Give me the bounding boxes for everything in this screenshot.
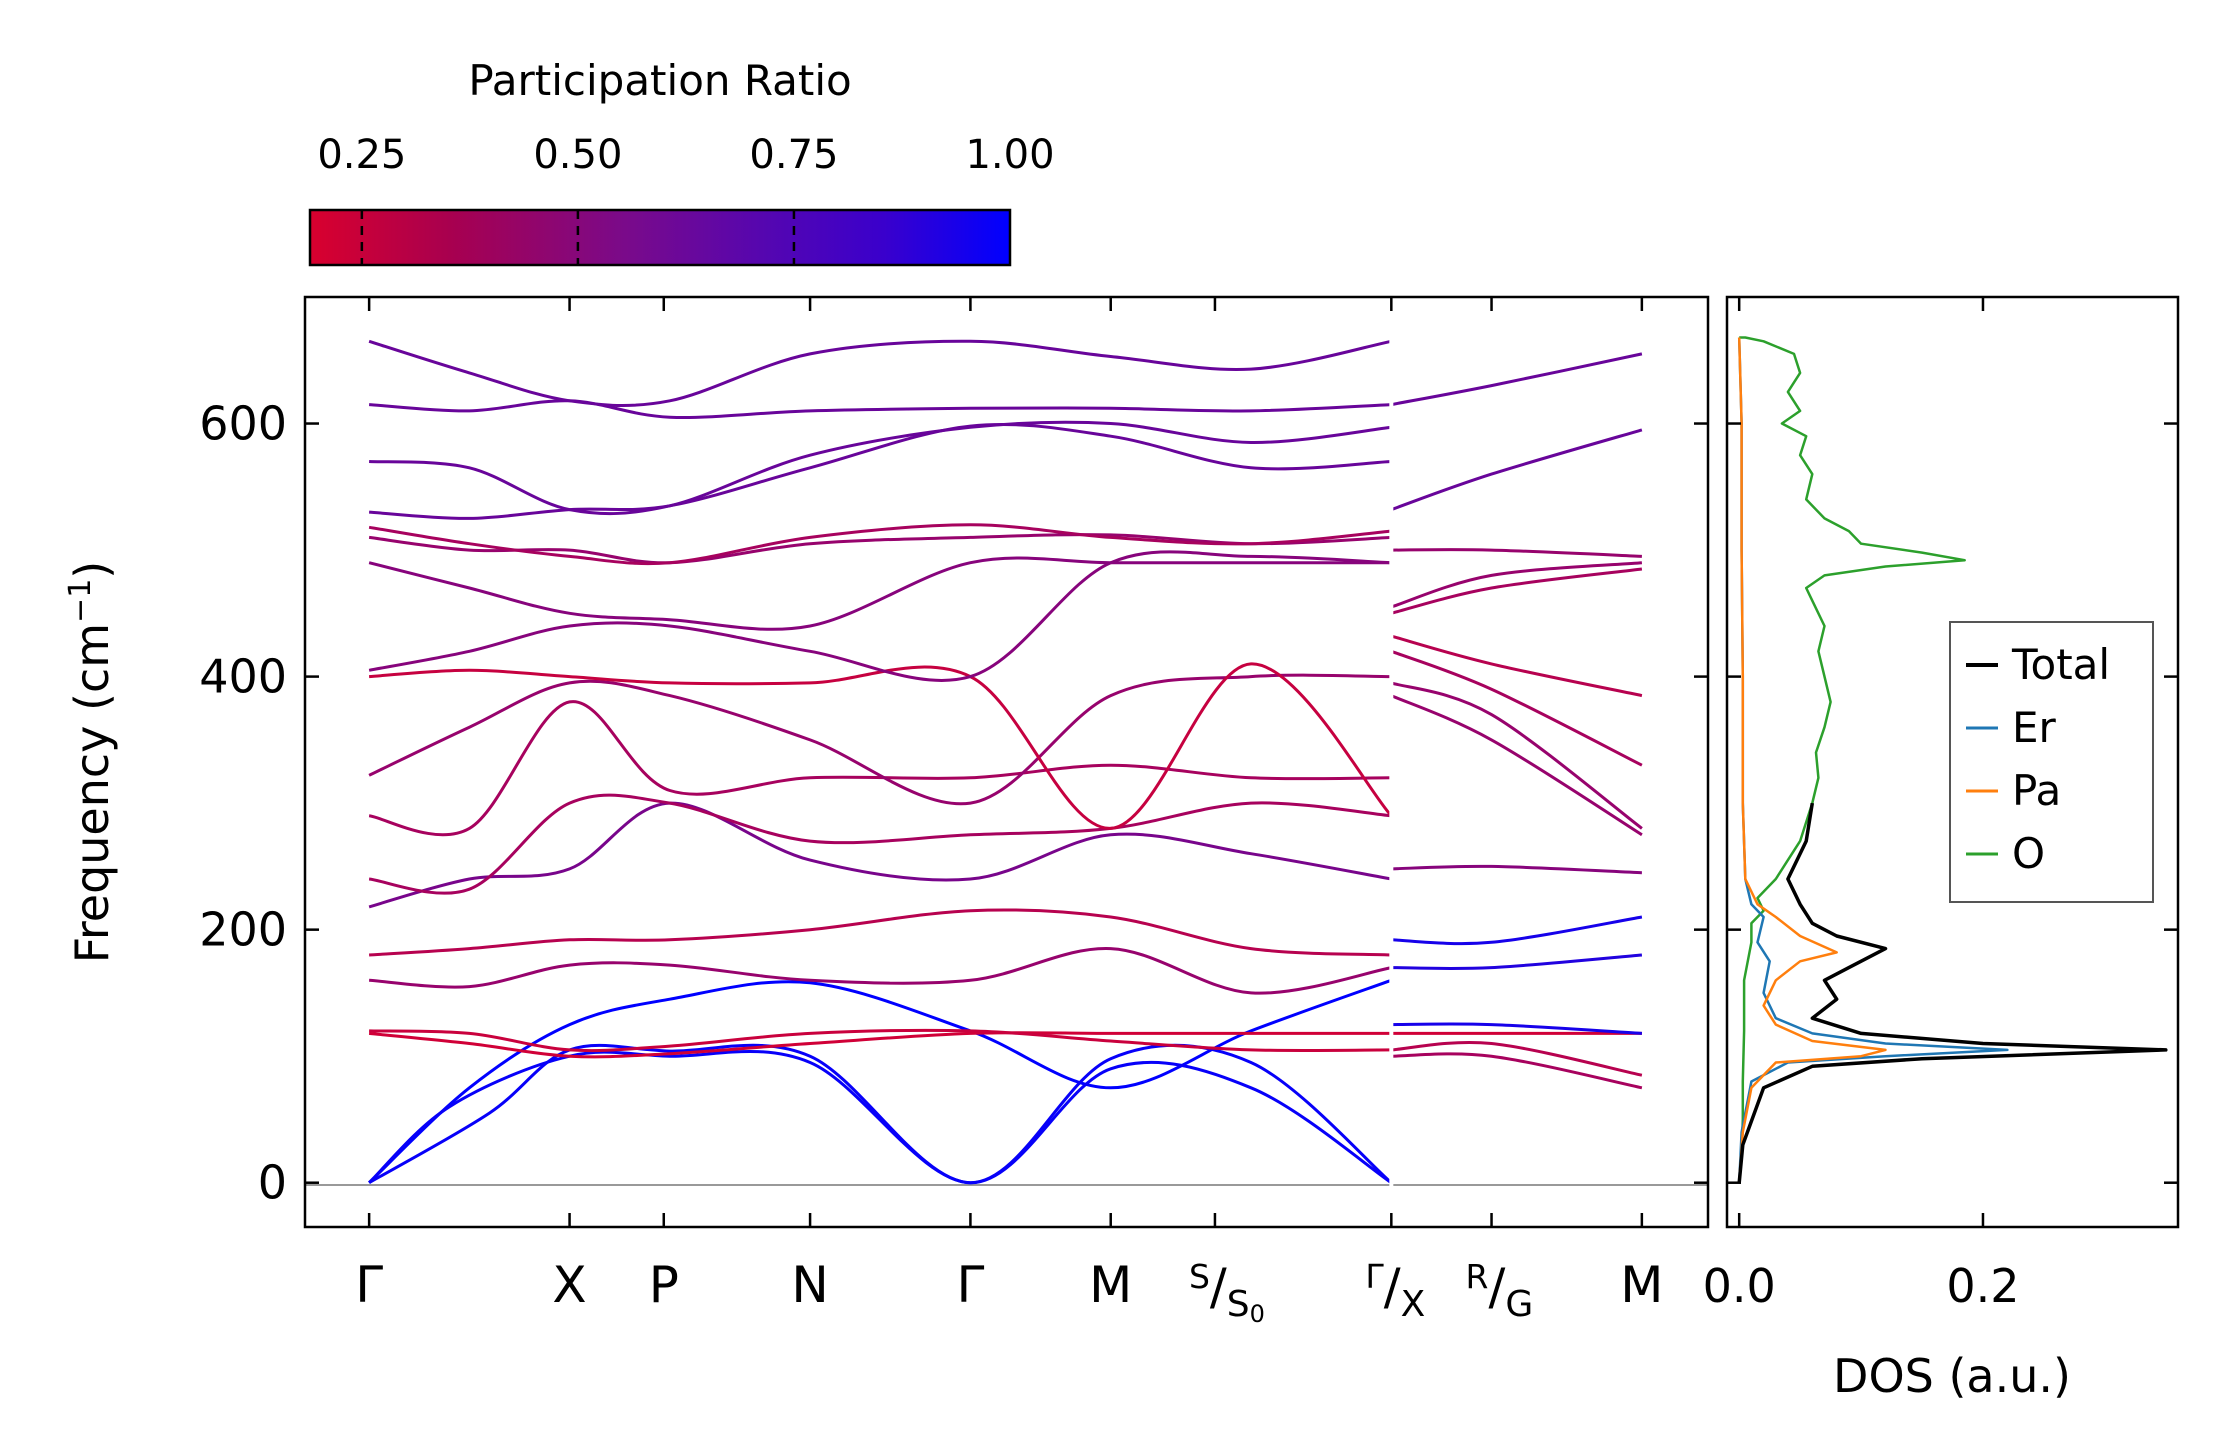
kpoint-label: R/G (1466, 1257, 1534, 1325)
phonon-band-line (1391, 915, 1643, 946)
phonon-band-line (368, 1049, 1393, 1185)
phonon-band-line (368, 793, 1392, 895)
band-panel: 0 200 400 600 Γ X P N Γ M S/S0 Γ/X R/G M Frequency (… (63, 295, 1710, 1328)
legend-label: Total (2011, 640, 2110, 689)
colorbar-tick-label: 0.50 (533, 132, 622, 178)
phonon-band-line (368, 673, 1392, 806)
dos-x-label: DOS (a.u.) (1833, 1349, 2071, 1403)
phonon-band-line (1390, 649, 1643, 767)
band-y-label: Frequency (cm−1) (63, 561, 119, 964)
kpoint-label: M (1620, 1256, 1663, 1314)
dos-series-total (1737, 802, 2168, 1183)
phonon-band-line (1391, 352, 1643, 407)
legend-label: Er (2012, 703, 2057, 752)
phonon-band-line (1391, 1022, 1642, 1035)
phonon-band-line (368, 801, 1392, 909)
phonon-band-line (368, 978, 1392, 1184)
phonon-band-line (369, 420, 1392, 516)
phonon-band-line (369, 662, 1393, 830)
colorbar-tick-label: 0.75 (749, 132, 838, 178)
band-kpoint-ticks: Γ X P N Γ M S/S0 Γ/X R/G M (355, 297, 1663, 1328)
colorbar-ticks: 0.25 0.50 0.75 1.00 (317, 132, 1055, 265)
colorbar-tick-label: 0.25 (317, 132, 406, 178)
dos-x-ticks: 0.0 0.2 (1703, 297, 2020, 1313)
band-lines (368, 299, 1643, 1225)
phonon-band-line (1391, 548, 1642, 558)
kpoint-label: P (649, 1256, 679, 1314)
colorbar-title: Participation Ratio (468, 56, 851, 105)
dos-lines (1737, 336, 2168, 1183)
y-tick-label: 0 (258, 1156, 287, 1210)
kpoint-label: Γ (956, 1256, 984, 1314)
phonon-band-line (1390, 634, 1643, 698)
kpoint-label: M (1089, 1256, 1132, 1314)
phonon-band-line (368, 533, 1392, 565)
phonon-band-line (1391, 953, 1643, 971)
phonon-band-line (368, 556, 1392, 631)
legend-label: O (2012, 829, 2045, 878)
dos-x-tick-label: 0.0 (1703, 1259, 1776, 1313)
phonon-band-line (369, 422, 1392, 520)
dos-series-o (1737, 336, 1966, 1183)
phonon-band-line (368, 339, 1392, 408)
kpoint-label: X (552, 1256, 586, 1314)
phonon-band-line (1391, 1052, 1643, 1090)
phonon-band-line (1390, 694, 1643, 837)
phonon-band-line (368, 1043, 1393, 1185)
dos-panel: 0.0 0.2 DOS (a.u.) Total Er Pa O (1703, 295, 2180, 1403)
legend-items: Total Er Pa O (1966, 640, 2110, 878)
colorbar-tick-label: 1.00 (965, 132, 1054, 178)
phonon-band-line (369, 1028, 1392, 1053)
y-tick-label: 600 (199, 397, 287, 451)
dos-frame (1725, 295, 2180, 1229)
phonon-band-line (368, 523, 1392, 566)
phonon-band-line (368, 1031, 1392, 1059)
phonon-band-line (368, 700, 1392, 837)
kpoint-label: S/S0 (1189, 1257, 1265, 1328)
phonon-band-line (368, 550, 1392, 682)
kpoint-label: Γ (355, 1256, 383, 1314)
dos-x-tick-label: 0.2 (1946, 1259, 2019, 1313)
band-frame (303, 295, 1710, 1229)
legend: Total Er Pa O (1949, 621, 2154, 903)
phonon-band-line (1390, 428, 1643, 512)
y-tick-label: 200 (199, 903, 287, 957)
phonon-band-line (1390, 561, 1643, 609)
kpoint-label: N (791, 1256, 828, 1314)
dos-series-pa (1737, 337, 1887, 1183)
segment-break (1389, 299, 1394, 1225)
phonon-band-line (1390, 681, 1643, 830)
dos-y-ticks (1727, 422, 2178, 1184)
phonon-band-line (1390, 567, 1643, 615)
legend-label: Pa (2012, 766, 2061, 815)
colorbar-gradient (308, 208, 1012, 267)
colorbar: Participation Ratio 0.25 0.50 0.75 1.00 (308, 56, 1055, 267)
kpoint-label: Γ/X (1365, 1257, 1425, 1325)
phonon-band-line (1391, 864, 1642, 875)
phonon-band-line (369, 908, 1392, 957)
phonon-band-line (369, 399, 1392, 419)
y-tick-label: 400 (199, 650, 287, 704)
phonon-band-line (369, 947, 1392, 995)
phonon-band-line (1391, 1040, 1643, 1077)
band-y-ticks: 0 200 400 600 (199, 397, 1708, 1210)
